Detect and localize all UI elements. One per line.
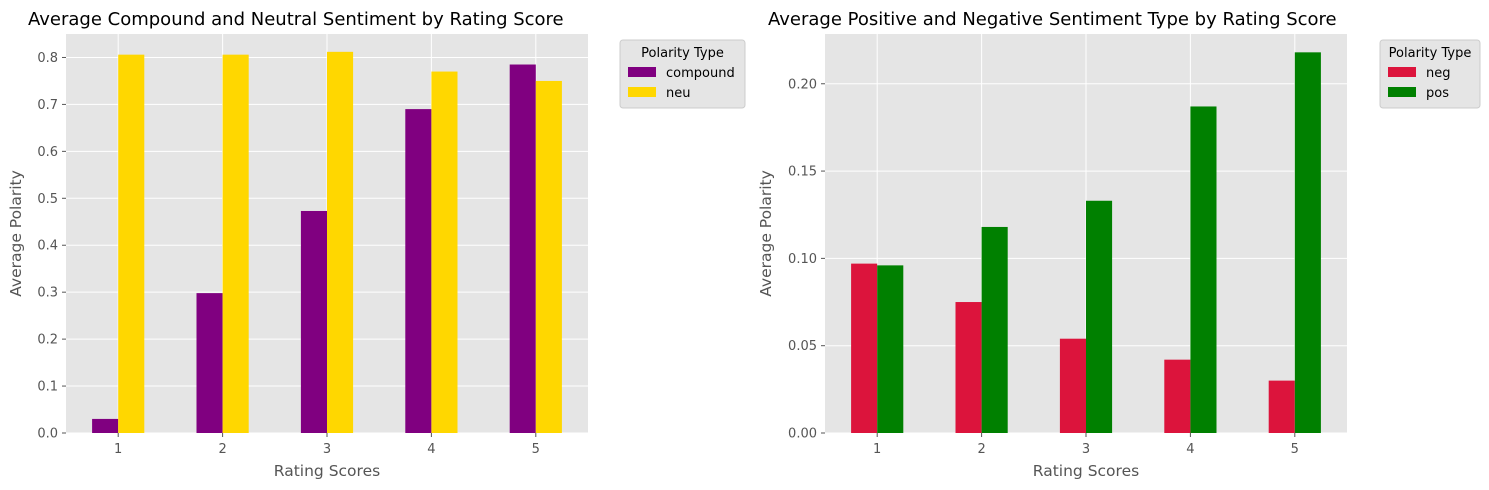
legend-label-neu: neu [666, 86, 690, 101]
legend-swatch-neg [1388, 67, 1416, 77]
bar-neg-5 [1268, 380, 1295, 433]
legend-swatch-compound [628, 67, 656, 77]
legend-label-pos: pos [1426, 86, 1449, 101]
legend-label-compound: compound [666, 66, 735, 81]
chart-compound-neutral: Average Compound and Neutral Sentiment b… [7, 9, 746, 480]
x-tick-label: 5 [1291, 442, 1299, 457]
y-tick-label: 0.3 [37, 286, 58, 301]
y-tick-label: 0.20 [788, 77, 817, 92]
legend-label-neg: neg [1426, 66, 1451, 81]
chart-title: Average Positive and Negative Sentiment … [768, 9, 1337, 30]
bar-pos-1 [877, 265, 904, 433]
bar-compound-5 [509, 64, 536, 433]
bar-compound-4 [405, 109, 432, 433]
bar-compound-3 [300, 210, 327, 433]
bar-neu-5 [535, 80, 562, 434]
bar-neu-1 [118, 54, 145, 434]
legend-swatch-neu [628, 87, 656, 97]
x-axis-label: Rating Scores [1033, 462, 1139, 480]
x-tick-label: 2 [218, 442, 226, 457]
y-tick-label: 0.8 [37, 51, 58, 66]
bar-neg-3 [1059, 338, 1086, 433]
y-tick-label: 0.4 [37, 239, 58, 254]
legend: Polarity Type compound neu [619, 39, 746, 109]
legend-title: Polarity Type [1389, 46, 1472, 61]
y-tick-label: 0.05 [788, 339, 817, 354]
chart-positive-negative: Average Positive and Negative Sentiment … [757, 9, 1481, 480]
y-tick-label: 0.6 [37, 145, 58, 160]
bar-neg-2 [955, 302, 982, 433]
bar-pos-2 [981, 226, 1008, 433]
bar-pos-5 [1294, 52, 1321, 434]
x-tick-label: 5 [532, 442, 540, 457]
x-tick-label: 3 [323, 442, 331, 457]
bar-neu-2 [222, 54, 249, 434]
y-tick-label: 0.1 [37, 380, 58, 395]
y-axis-label: Average Polarity [757, 170, 775, 297]
y-tick-label: 0.15 [788, 165, 817, 180]
y-tick-label: 0.2 [37, 333, 58, 348]
bar-neu-4 [431, 71, 458, 433]
x-tick-label: 4 [1186, 442, 1194, 457]
y-tick-label: 0.00 [788, 427, 817, 442]
bar-pos-3 [1086, 200, 1113, 433]
y-tick-label: 0.0 [37, 427, 58, 442]
x-tick-label: 2 [977, 442, 985, 457]
legend-title: Polarity Type [641, 46, 724, 61]
y-tick-label: 0.7 [37, 98, 58, 113]
bar-neg-4 [1164, 359, 1191, 433]
x-tick-label: 4 [427, 442, 435, 457]
bar-pos-4 [1190, 106, 1217, 434]
x-tick-label: 1 [114, 442, 122, 457]
x-tick-label: 1 [873, 442, 881, 457]
y-axis-label: Average Polarity [7, 170, 25, 297]
y-tick-label: 0.5 [37, 192, 58, 207]
bar-neg-1 [851, 263, 878, 433]
x-axis-label: Rating Scores [274, 462, 380, 480]
x-tick-label: 3 [1082, 442, 1090, 457]
legend: Polarity Type neg pos [1379, 39, 1481, 109]
bar-compound-2 [196, 293, 223, 433]
chart-title: Average Compound and Neutral Sentiment b… [28, 9, 564, 30]
bar-neu-3 [327, 51, 354, 433]
y-tick-label: 0.10 [788, 252, 817, 267]
legend-swatch-pos [1388, 87, 1416, 97]
bar-compound-1 [92, 418, 119, 433]
